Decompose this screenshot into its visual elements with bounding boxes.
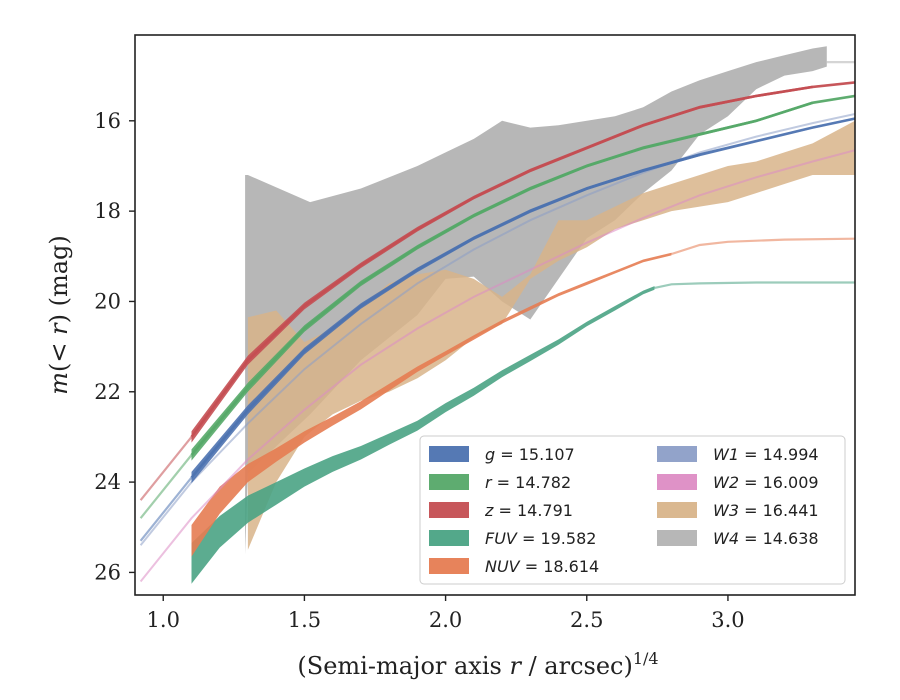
y-tick-label: 24 (94, 470, 121, 494)
series-w2 (139, 149, 855, 583)
series-fuv (191, 281, 855, 584)
legend-label: W2 = 16.009 (713, 473, 819, 492)
legend-label: W1 = 14.994 (713, 445, 819, 464)
legend-entry-z: z = 14.791 (429, 501, 573, 520)
y-axis-label: m(< r) (mag) (45, 235, 73, 395)
x-axis-label: (Semi-major axis r / arcsec)1/4 (297, 649, 658, 680)
series-w2-line (139, 149, 855, 583)
legend-label: r = 14.782 (485, 473, 571, 492)
legend-entry-w1: W1 = 14.994 (657, 445, 819, 464)
legend-entry-w3: W3 = 16.441 (657, 501, 819, 520)
x-tick-label: 2.0 (429, 608, 462, 632)
legend-label: FUV = 19.582 (485, 529, 596, 548)
x-tick-label: 1.5 (288, 608, 321, 632)
x-tick-label: 1.0 (147, 608, 180, 632)
plot-frame (134, 34, 856, 596)
series-r-faint-line (139, 454, 193, 519)
series-w1 (139, 113, 855, 546)
y-tick-label: 18 (94, 199, 121, 223)
legend-entry-w2: W2 = 16.009 (657, 473, 819, 492)
series-w1-line (139, 113, 855, 546)
legend-entry-g: g = 15.107 (429, 445, 575, 464)
series-g-faint-line (139, 476, 193, 542)
legend-swatch (429, 502, 469, 518)
series-z-line-extrapolated (756, 81, 855, 97)
plot-area (139, 46, 855, 584)
series-z-line (190, 85, 813, 438)
legend-swatch (657, 474, 697, 490)
series-nuv-faint-line (671, 237, 855, 256)
series-nuv (191, 237, 855, 557)
x-tick-label: 3.0 (711, 608, 744, 632)
legend-swatch (657, 446, 697, 462)
series-z-faint-line (139, 436, 193, 501)
legend-label: NUV = 18.614 (485, 557, 599, 576)
series-g (139, 117, 855, 542)
legend-swatch (429, 558, 469, 574)
series-r-line-extrapolated (812, 95, 855, 104)
y-tick-label: 22 (94, 380, 121, 404)
series-r (139, 94, 855, 519)
series-w3-band (247, 120, 855, 550)
series-w4 (245, 46, 855, 555)
axis-ticks: 1.0 1.5 2.0 2.5 3.0 16 18 20 22 24 26 (94, 109, 744, 632)
legend-box (419, 435, 846, 585)
legend-entry-fuv: FUV = 19.582 (429, 529, 596, 548)
series-g-line-extrapolated (699, 117, 855, 156)
legend-entry-r: r = 14.782 (429, 473, 571, 492)
series-z (139, 81, 855, 501)
legend-entry-nuv: NUV = 18.614 (429, 557, 599, 576)
series-w3 (247, 120, 855, 550)
series-r-line (190, 101, 813, 456)
y-tick-label: 26 (94, 560, 121, 584)
legend-swatch (429, 474, 469, 490)
legend-label: W4 = 14.638 (713, 529, 819, 548)
x-tick-label: 2.5 (570, 608, 603, 632)
legend-swatch (657, 502, 697, 518)
legend-label: W3 = 16.441 (713, 501, 819, 520)
legend-swatch (657, 530, 697, 546)
series-w4-band (245, 46, 827, 555)
series-g-line (190, 153, 701, 479)
series-fuv-faint-line (654, 281, 855, 289)
y-tick-label: 16 (94, 109, 121, 133)
legend-label: g = 15.107 (485, 445, 575, 464)
legend-swatch (429, 530, 469, 546)
legend-label: z = 14.791 (484, 501, 573, 520)
y-tick-label: 20 (94, 289, 121, 313)
legend-swatch (429, 446, 469, 462)
legend-entry-w4: W4 = 14.638 (657, 529, 819, 548)
legend: g = 15.107 r = 14.782 z = 14.791 FUV = 19.5… (419, 435, 846, 585)
